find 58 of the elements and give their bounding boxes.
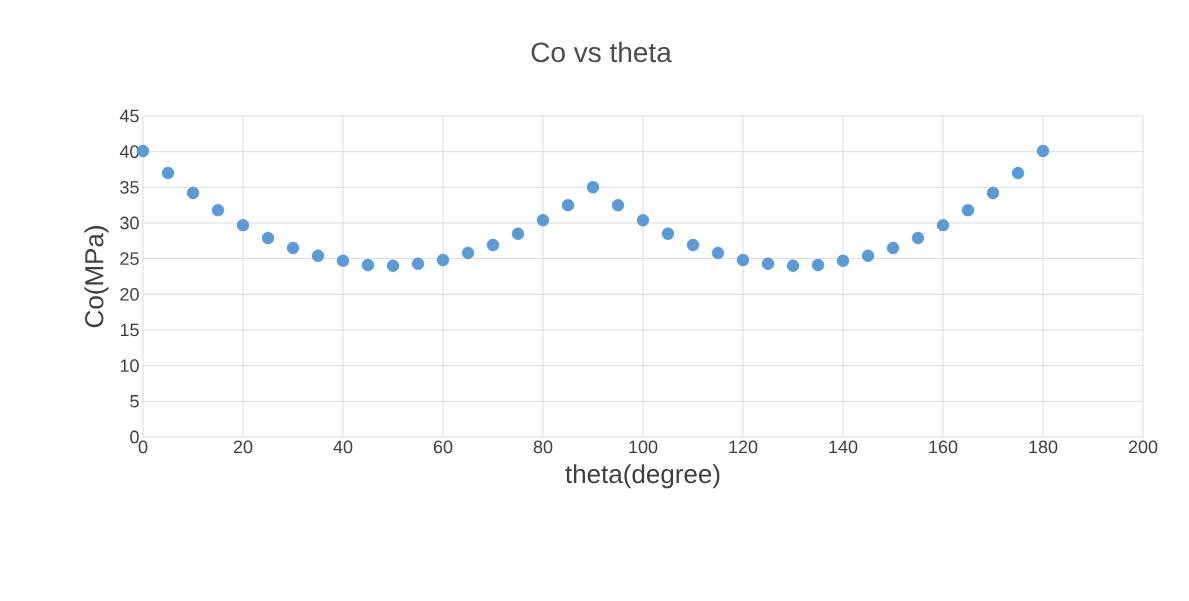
x-tick-label: 40: [333, 440, 353, 454]
point: [236, 218, 250, 232]
point: [561, 198, 575, 212]
x-tick-label: 120: [729, 440, 758, 454]
point: [411, 257, 425, 270]
point: [911, 231, 925, 245]
point: [586, 181, 600, 194]
x-tick-label: 140: [829, 440, 858, 454]
x-tick-label: 180: [1029, 440, 1058, 454]
point: [311, 249, 325, 262]
point: [161, 166, 175, 180]
chart-title: Co vs theta: [531, 41, 672, 63]
point: [961, 203, 975, 217]
y-tick-label: 0: [130, 430, 139, 444]
point: [836, 254, 850, 267]
point: [736, 253, 750, 267]
point: [361, 258, 375, 272]
point: [261, 231, 275, 245]
point: [711, 246, 725, 260]
point: [861, 249, 875, 262]
point: [286, 241, 300, 255]
point: [211, 203, 225, 217]
point: [886, 241, 900, 255]
point: [511, 227, 525, 240]
point: [636, 213, 650, 227]
x-tick-label: 80: [533, 440, 553, 454]
point: [786, 259, 800, 272]
x-axis-title: theta(degree): [565, 464, 720, 489]
y-tick-label: 45: [119, 109, 139, 123]
y-tick-label: 25: [120, 252, 139, 266]
x-tick-label: 160: [929, 440, 958, 454]
y-tick-label: 5: [130, 395, 139, 408]
point: [386, 259, 400, 272]
point: [661, 227, 675, 240]
point: [1011, 166, 1025, 180]
point: [1036, 144, 1050, 158]
y-tick-label: 10: [120, 359, 139, 373]
point: [761, 257, 775, 270]
x-tick-label: 60: [433, 440, 453, 454]
point: [611, 198, 625, 212]
point: [936, 218, 950, 232]
x-tick-label: 100: [629, 440, 658, 454]
y-tick-label: 35: [120, 180, 139, 194]
y-tick-label: 20: [120, 287, 139, 301]
point: [686, 238, 700, 252]
y-tick-label: 30: [120, 216, 139, 230]
point: [986, 186, 1000, 200]
y-tick-label: 15: [120, 323, 139, 337]
point: [536, 213, 550, 227]
point: [486, 238, 500, 252]
x-tick-label: 20: [233, 440, 253, 454]
point: [461, 246, 475, 260]
x-tick-label: 200: [1128, 440, 1158, 454]
point: [436, 253, 450, 267]
point: [186, 186, 200, 200]
point: [811, 258, 825, 272]
point: [336, 254, 350, 267]
y-axis-title: Co(MPa): [84, 226, 109, 328]
